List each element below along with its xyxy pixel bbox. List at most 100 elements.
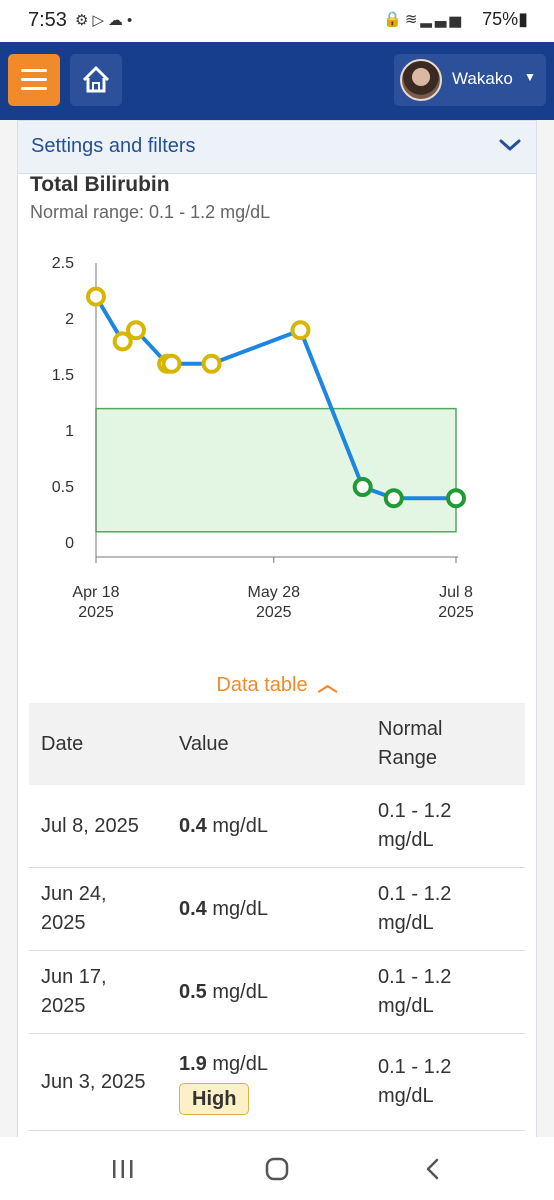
chevron-down-icon: [499, 139, 521, 151]
recent-apps-icon[interactable]: [108, 1155, 138, 1183]
normal-range-band: [95, 407, 457, 533]
play-icon: ▷: [92, 12, 108, 29]
row-value: 1.9 mg/dL High: [167, 1033, 366, 1131]
battery-icon: ▮: [518, 9, 528, 29]
range-line1: 0.1 - 1.2: [378, 1056, 452, 1078]
menu-button[interactable]: [8, 54, 60, 106]
user-name: Wakako: [452, 69, 513, 88]
table-row: Jun 3, 2025 1.9 mg/dL High 0.1 - 1.2 mg/dL: [29, 1033, 525, 1131]
range-line2: mg/dL: [378, 1085, 434, 1107]
x-tick-label-year: 2025: [256, 604, 292, 621]
row-date: Jun 17, 2025: [29, 950, 167, 1034]
value-unit: mg/dL: [212, 980, 268, 1003]
hamburger-icon: [21, 69, 47, 72]
hamburger-line: [21, 87, 47, 90]
header-value: Value: [167, 703, 366, 785]
data-point-high: [161, 353, 182, 374]
signal-icon: ▂▃▅: [420, 11, 464, 28]
y-tick-label: 1.5: [52, 367, 74, 384]
y-tick-label: 1: [65, 423, 74, 440]
row-range: 0.1 - 1.2 mg/dL: [366, 1033, 525, 1131]
system-nav-bar: [0, 1137, 554, 1200]
value-unit: mg/dL: [212, 814, 268, 837]
status-right-icons: 🔒≋▂▃▅: [383, 10, 464, 28]
app-header: Wakako ▼: [0, 42, 554, 120]
value-number: 0.4: [179, 814, 207, 837]
row-value: 0.4 mg/dL: [167, 867, 366, 951]
x-tick-label-year: 2025: [438, 604, 474, 621]
lock-icon: 🔒: [383, 11, 405, 28]
range-line2: mg/dL: [378, 912, 434, 934]
data-point-high: [201, 353, 222, 374]
row-date: Jul 8, 2025: [29, 785, 167, 868]
test-title: Total Bilirubin: [30, 173, 170, 196]
normal-range-text: Normal range: 0.1 - 1.2 mg/dL: [30, 202, 271, 222]
data-point-high: [290, 320, 311, 341]
table-header-row: Date Value Normal Range: [29, 703, 525, 785]
table-row: Jun 24, 2025 0.4 mg/dL 0.1 - 1.2 mg/dL: [29, 867, 525, 951]
hamburger-line: [21, 78, 47, 81]
data-point-high: [126, 320, 146, 341]
data-point-normal: [446, 488, 466, 509]
data-table-label: Data table: [216, 674, 308, 696]
y-tick-label: 0: [65, 535, 74, 552]
caret-down-icon: ▼: [524, 70, 536, 84]
x-tick-label-year: 2025: [78, 604, 114, 621]
range-line1: 0.1 - 1.2: [378, 966, 452, 988]
row-range: 0.1 - 1.2 mg/dL: [366, 785, 525, 868]
range-line1: 0.1 - 1.2: [378, 800, 452, 822]
high-badge: High: [179, 1082, 250, 1115]
table-row: Jul 8, 2025 0.4 mg/dL 0.1 - 1.2 mg/dL: [29, 785, 525, 868]
data-point-normal: [352, 477, 373, 497]
data-point-normal: [383, 488, 404, 509]
value-number: 1.9: [179, 1052, 207, 1075]
range-line1: 0.1 - 1.2: [378, 883, 452, 905]
y-tick-label: 2.5: [52, 255, 74, 272]
status-time: 7:53: [28, 9, 67, 31]
status-left-icons: ⚙▷☁•: [75, 11, 136, 29]
data-point-high: [86, 286, 106, 307]
cloud-icon: ☁: [108, 12, 127, 29]
header-date: Date: [29, 703, 167, 785]
header-normal-range: Normal Range: [366, 703, 525, 785]
y-tick-label: 2: [65, 311, 74, 328]
table-row: Jun 17, 2025 0.5 mg/dL 0.1 - 1.2 mg/dL: [29, 950, 525, 1034]
avatar: [400, 59, 442, 101]
range-line2: mg/dL: [378, 995, 434, 1017]
home-button[interactable]: [70, 54, 122, 106]
home-icon: [82, 66, 110, 93]
y-tick-label: 0.5: [52, 479, 74, 496]
x-tick-label: Jul 8: [439, 584, 473, 601]
battery-level: 75%▮: [482, 9, 528, 30]
range-line2: mg/dL: [378, 829, 434, 851]
value-number: 0.5: [179, 980, 207, 1003]
wifi-icon: ≋: [404, 11, 421, 28]
value-number: 0.4: [179, 897, 207, 920]
header-range-line2: Range: [378, 747, 437, 769]
user-menu-button[interactable]: Wakako ▼: [394, 54, 546, 106]
settings-label: Settings and filters: [31, 135, 196, 157]
data-point-high: [112, 331, 133, 352]
row-range: 0.1 - 1.2 mg/dL: [366, 867, 525, 951]
row-date: Jun 3, 2025: [29, 1033, 167, 1131]
status-bar: 7:53 ⚙▷☁• 🔒≋▂▃▅ 75%▮: [0, 0, 554, 42]
settings-filters-toggle[interactable]: Settings and filters: [18, 121, 536, 174]
data-table-toggle[interactable]: Data table ︿: [0, 668, 554, 697]
row-date: Jun 24, 2025: [29, 867, 167, 951]
settings-icon: ⚙: [75, 12, 93, 29]
row-value: 0.4 mg/dL: [167, 785, 366, 868]
x-tick-label: Apr 18: [72, 584, 119, 601]
row-value: 0.5 mg/dL: [167, 950, 366, 1034]
value-unit: mg/dL: [212, 1052, 268, 1075]
x-tick-label: May 28: [248, 584, 301, 601]
bilirubin-chart: 2.5 2 1.5 1 0.5 0 Apr 18 2025 May 28 2025 Jul 8 202…: [52, 255, 474, 621]
data-table: Date Value Normal Range Jul 8, 2025 0.4 m…: [29, 703, 525, 1131]
back-icon[interactable]: [418, 1155, 448, 1183]
chevron-up-icon: ︿: [317, 674, 338, 696]
dot-icon: •: [127, 12, 137, 29]
row-range: 0.1 - 1.2 mg/dL: [366, 950, 525, 1034]
value-unit: mg/dL: [212, 897, 268, 920]
battery-percent: 75%: [482, 9, 519, 29]
header-range-line1: Normal: [378, 718, 443, 740]
home-circle-icon[interactable]: [262, 1155, 292, 1183]
